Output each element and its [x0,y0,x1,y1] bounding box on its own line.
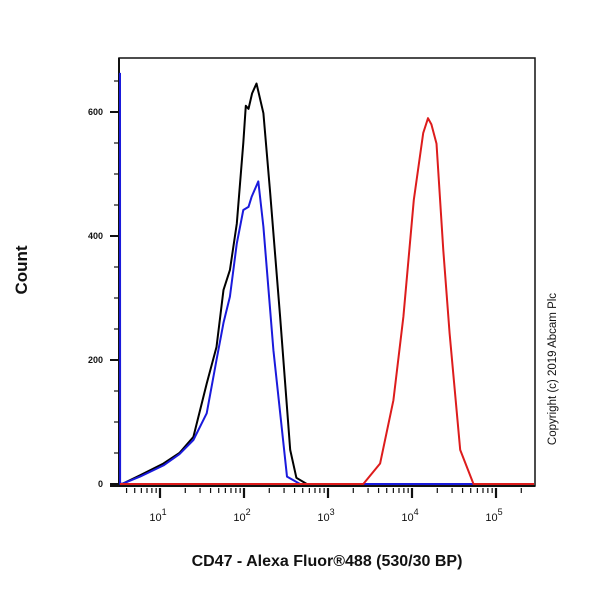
x-tick-label: 101 [149,507,166,524]
plot-frame [118,57,536,487]
copyright-text: Copyright (c) 2019 Abcam Plc [547,292,559,446]
y-tick-label: 0 [98,479,103,489]
y-tick-label: 600 [88,107,103,117]
series-red-line [120,117,534,485]
x-axis-label: CD47 - Alexa Fluor®488 (530/30 BP) [191,553,463,570]
x-tick-label: 105 [485,507,502,524]
series-blue-line [119,72,534,485]
x-tick-label: 104 [401,507,418,524]
x-tick-label: 102 [233,507,250,524]
y-tick-label: 400 [88,231,103,241]
y-axis-label: Count [12,245,31,295]
series-black-line [122,82,534,485]
y-tick-label: 200 [88,355,103,365]
x-tick-label: 103 [317,507,334,524]
